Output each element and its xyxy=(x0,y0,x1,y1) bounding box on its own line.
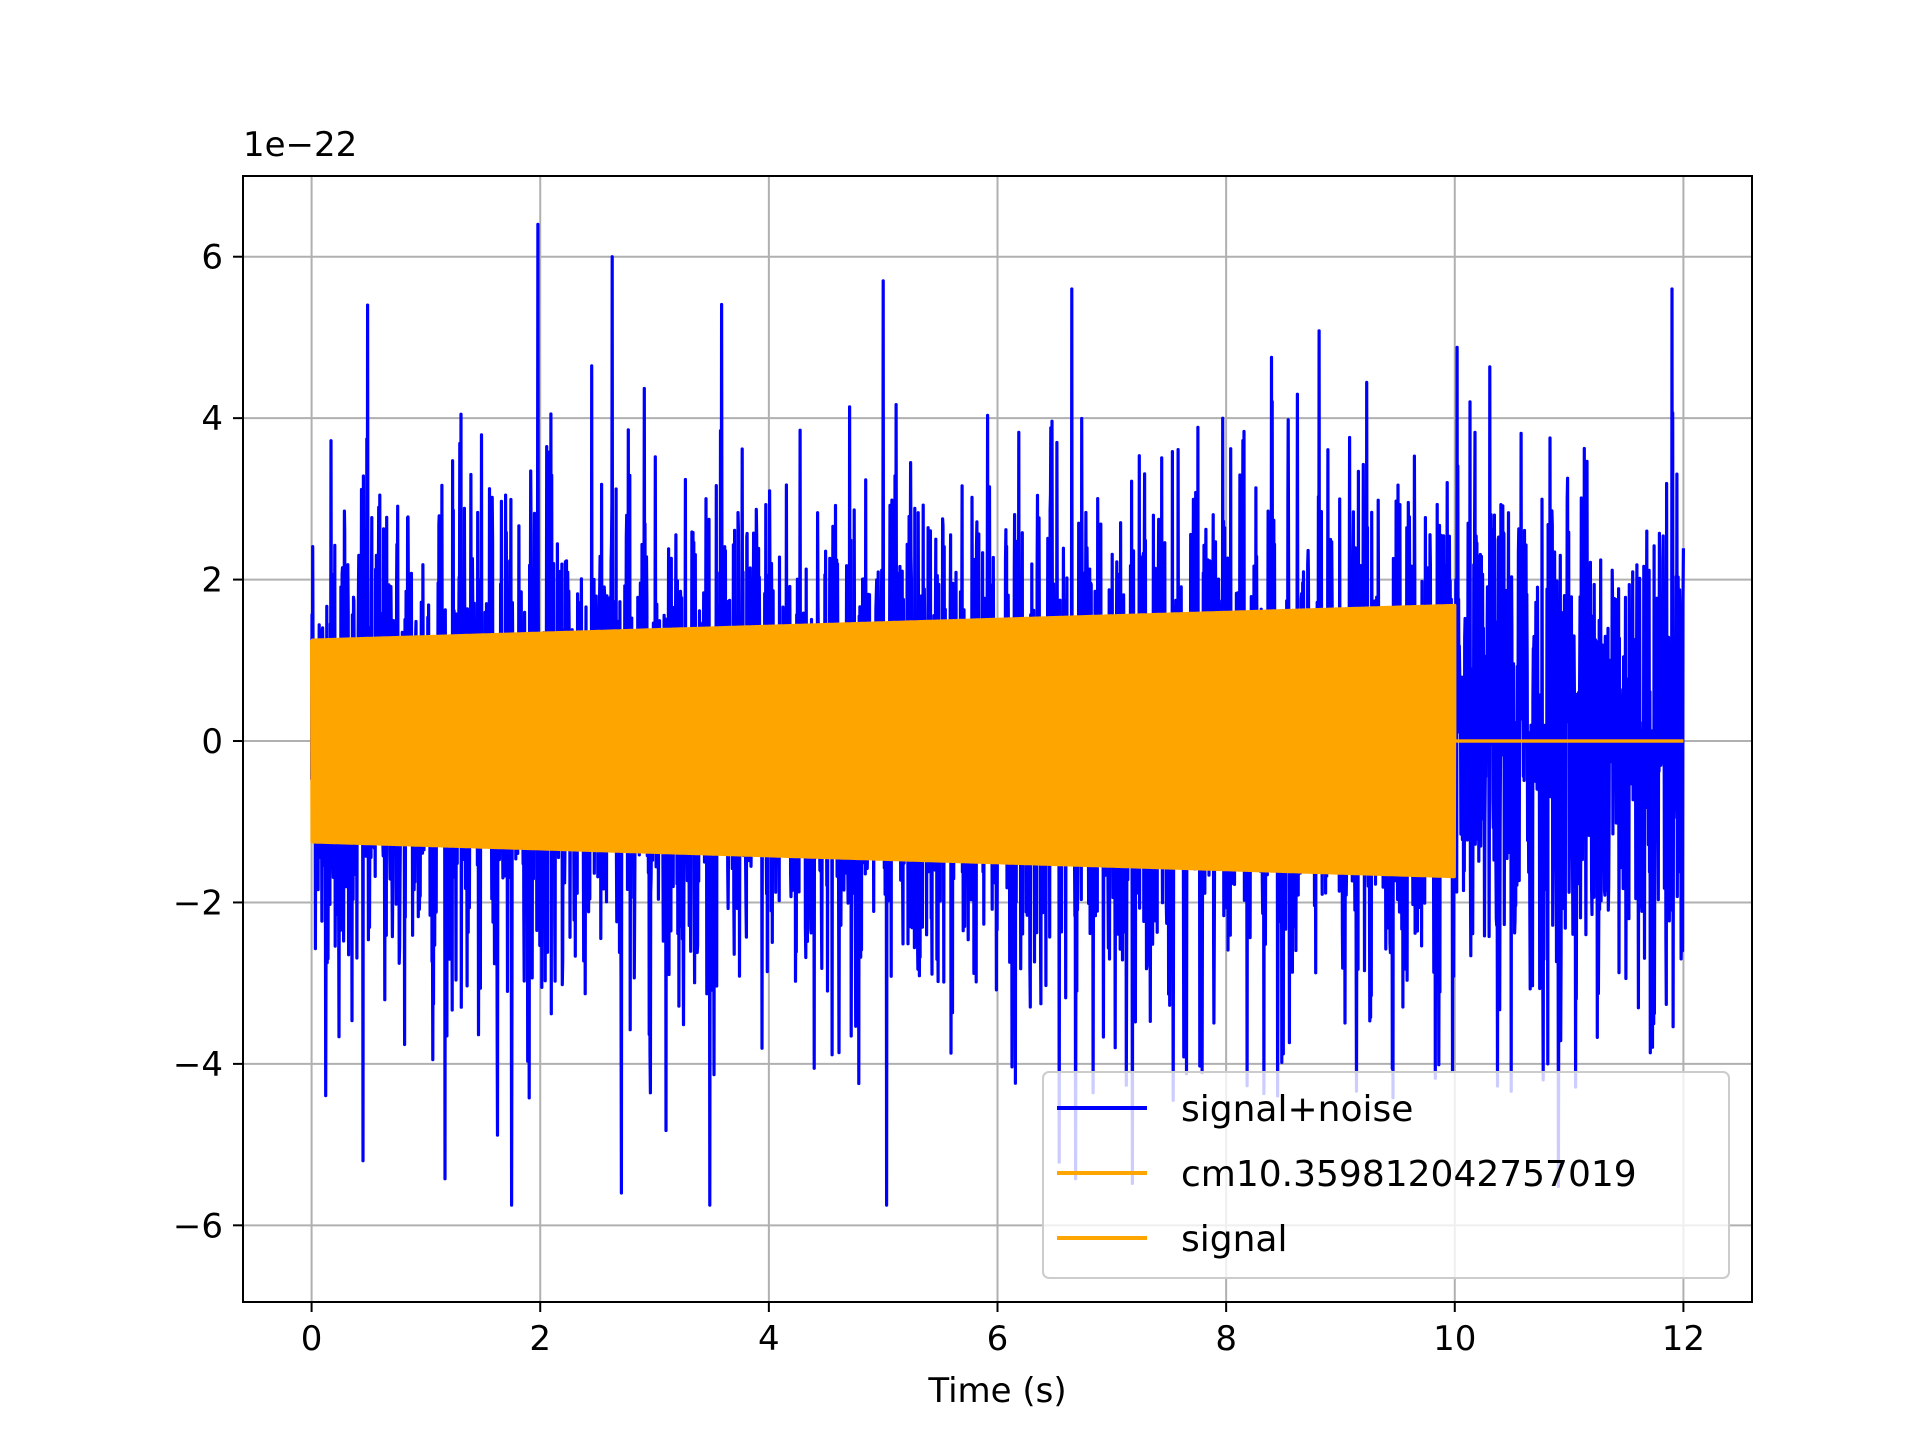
x-axis-label: Time (s) xyxy=(927,1371,1066,1411)
legend-box xyxy=(1042,1071,1730,1279)
x-tick-label: 4 xyxy=(758,1319,780,1359)
y-tick-label: −4 xyxy=(173,1045,223,1085)
y-tick-label: −2 xyxy=(173,883,223,923)
x-tick-label: 2 xyxy=(529,1319,551,1359)
legend-label: signal+noise xyxy=(1181,1089,1413,1130)
y-tick-label: 6 xyxy=(201,238,223,278)
y-tick-label: 2 xyxy=(201,561,223,601)
y-offset-label: 1e−22 xyxy=(243,125,357,165)
legend-label: signal xyxy=(1181,1219,1288,1260)
series-line-signal xyxy=(310,603,1684,879)
x-tick-label: 12 xyxy=(1662,1319,1705,1359)
legend: signal+noise cm10.359812042757019 signal xyxy=(1042,1071,1730,1279)
y-tick-label: −6 xyxy=(173,1206,223,1246)
legend-label: cm10.359812042757019 xyxy=(1181,1154,1637,1195)
y-tick-label: 4 xyxy=(201,399,223,439)
x-tick-label: 8 xyxy=(1215,1319,1237,1359)
plot-area xyxy=(310,222,1685,1207)
x-tick-label: 10 xyxy=(1433,1319,1476,1359)
x-tick-label: 0 xyxy=(301,1319,323,1359)
x-tick-label: 6 xyxy=(987,1319,1009,1359)
y-tick-label: 0 xyxy=(201,722,223,762)
ticks: 0 2 4 6 8 10 12 −6 −4 −2 0 2 4 6 xyxy=(173,238,1705,1359)
